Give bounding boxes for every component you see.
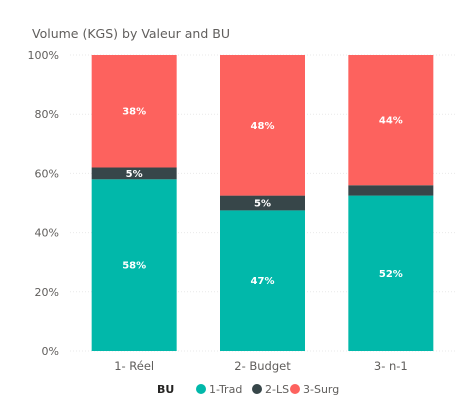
legend-label[interactable]: 2-LS: [265, 383, 289, 396]
data-label: 5%: [254, 199, 271, 210]
chart-title: Volume (KGS) by Valeur and BU: [32, 26, 230, 41]
data-label: 52%: [379, 269, 403, 280]
legend-label[interactable]: 3-Surg: [303, 383, 339, 396]
x-tick-label: 1- Réel: [114, 359, 154, 373]
y-tick-label: 40%: [35, 227, 59, 240]
y-axis: 0% 20% 40% 60% 80% 100%: [28, 49, 59, 358]
data-labels: 58% 5% 38% 47% 5% 48% 52% 44%: [122, 107, 403, 287]
legend-title: BU: [157, 383, 174, 396]
bar-segment[interactable]: [220, 210, 305, 351]
data-label: 58%: [122, 261, 146, 272]
bar-segment[interactable]: [348, 185, 434, 196]
x-tick-label: 2- Budget: [234, 359, 291, 373]
bar-segment[interactable]: [220, 195, 305, 211]
data-label: 44%: [379, 116, 403, 127]
data-label: 5%: [126, 169, 143, 180]
bar-segment[interactable]: [91, 167, 177, 180]
bar-segment[interactable]: [91, 55, 177, 168]
y-tick-label: 0%: [42, 345, 59, 358]
bar-segment[interactable]: [348, 55, 434, 186]
legend-swatch: [290, 384, 300, 394]
y-tick-label: 100%: [28, 49, 59, 62]
legend-swatch: [252, 384, 262, 394]
data-label: 48%: [251, 121, 275, 132]
y-tick-label: 60%: [35, 167, 59, 180]
data-label: 38%: [122, 107, 146, 118]
legend-label[interactable]: 1-Trad: [209, 383, 242, 396]
legend[interactable]: BU 1-Trad 2-LS 3-Surg: [157, 383, 339, 396]
bar-segment[interactable]: [348, 195, 434, 351]
legend-swatch: [196, 384, 206, 394]
data-label: 47%: [251, 276, 275, 287]
y-tick-label: 80%: [35, 108, 59, 121]
bars[interactable]: [91, 55, 434, 351]
bar-segment[interactable]: [220, 55, 305, 196]
y-tick-label: 20%: [35, 286, 59, 299]
x-axis: 1- Réel 2- Budget 3- n-1: [114, 359, 408, 373]
bar-segment[interactable]: [91, 179, 177, 351]
x-tick-label: 3- n-1: [374, 359, 408, 373]
